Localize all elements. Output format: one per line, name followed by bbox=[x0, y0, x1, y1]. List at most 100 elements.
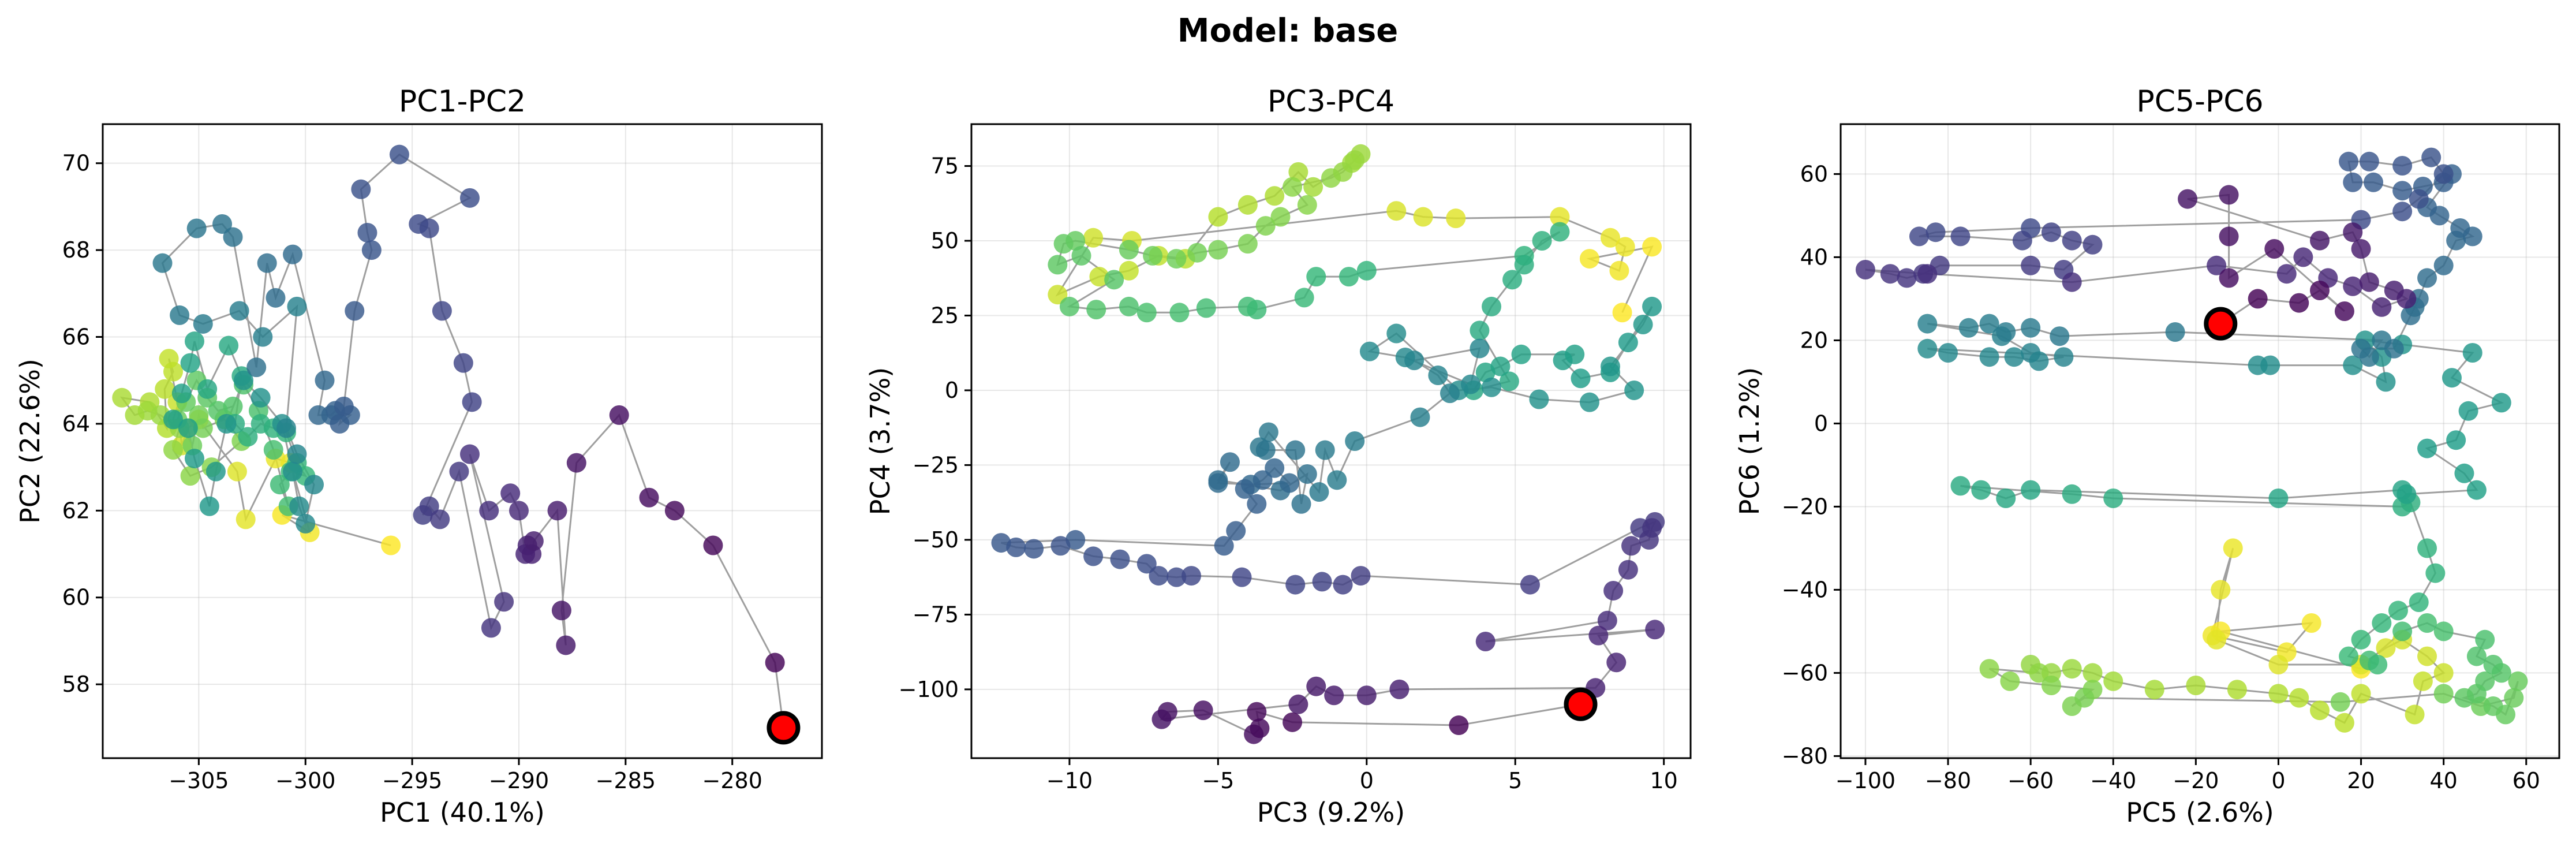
y-tick-label: 66 bbox=[62, 325, 90, 350]
data-point bbox=[2219, 268, 2239, 288]
data-point bbox=[2219, 226, 2239, 247]
data-point bbox=[1283, 712, 1303, 732]
data-point bbox=[1351, 566, 1371, 586]
grid bbox=[971, 124, 1691, 758]
y-tick-label: −25 bbox=[913, 452, 959, 478]
y-tick-label: 0 bbox=[945, 378, 959, 403]
data-point bbox=[361, 240, 382, 260]
data-point bbox=[2343, 355, 2363, 375]
y-tick-label: 0 bbox=[1814, 411, 1828, 436]
data-point bbox=[2409, 592, 2429, 612]
data-point bbox=[2351, 684, 2371, 704]
data-point bbox=[2334, 713, 2354, 733]
data-point bbox=[1294, 288, 1314, 308]
data-point bbox=[2021, 343, 2041, 363]
data-point bbox=[199, 496, 219, 516]
data-point bbox=[170, 305, 190, 325]
data-point bbox=[1979, 314, 1999, 334]
data-point bbox=[524, 531, 544, 551]
y-tick-label: 20 bbox=[1800, 327, 1828, 353]
data-point bbox=[1529, 389, 1549, 409]
data-point bbox=[2446, 430, 2466, 450]
data-point bbox=[1579, 249, 1599, 269]
data-point bbox=[2021, 318, 2041, 338]
data-point bbox=[2417, 613, 2437, 633]
data-point bbox=[1386, 323, 1407, 344]
data-point bbox=[1550, 222, 1570, 242]
x-tick-label: 0 bbox=[2271, 768, 2285, 793]
data-point bbox=[430, 509, 450, 529]
data-point bbox=[163, 440, 184, 460]
data-point bbox=[205, 461, 226, 482]
data-point bbox=[2483, 655, 2503, 674]
data-point bbox=[296, 513, 316, 534]
data-point bbox=[2083, 234, 2103, 255]
data-point bbox=[1237, 195, 1258, 215]
data-point bbox=[283, 461, 303, 482]
data-point bbox=[155, 379, 175, 399]
x-tick-label: −80 bbox=[1925, 768, 1971, 793]
data-point bbox=[2062, 230, 2082, 251]
data-point bbox=[1502, 270, 1523, 290]
data-point bbox=[609, 405, 629, 425]
data-point bbox=[1247, 300, 1267, 320]
y-axis-label: PC4 (3.7%) bbox=[865, 367, 896, 516]
data-point bbox=[2289, 293, 2309, 313]
data-point bbox=[1979, 659, 1999, 679]
data-point bbox=[509, 501, 529, 521]
y-tick-label: −60 bbox=[1782, 660, 1828, 685]
data-point bbox=[2330, 692, 2350, 712]
x-tick-label: −295 bbox=[382, 768, 442, 793]
data-point bbox=[2421, 147, 2442, 167]
data-point bbox=[1291, 494, 1311, 514]
data-point bbox=[1579, 392, 1599, 412]
x-tick-label: 60 bbox=[2513, 768, 2540, 793]
data-point bbox=[2062, 272, 2082, 292]
data-point bbox=[432, 301, 452, 321]
data-point bbox=[263, 440, 283, 460]
y-tick-label: −100 bbox=[899, 677, 959, 702]
data-point bbox=[223, 396, 243, 416]
y-axis-label: PC2 (22.6%) bbox=[14, 359, 46, 524]
data-point bbox=[1979, 347, 1999, 367]
x-tick-label: −100 bbox=[1835, 768, 1895, 793]
data-point bbox=[1297, 464, 1317, 484]
data-point bbox=[1571, 368, 1591, 389]
data-point bbox=[2462, 343, 2482, 363]
data-point bbox=[1482, 296, 1502, 316]
data-point bbox=[2310, 281, 2330, 300]
data-point bbox=[2227, 680, 2247, 700]
data-point bbox=[2334, 301, 2354, 321]
data-point bbox=[1086, 300, 1106, 320]
data-point bbox=[2054, 347, 2074, 367]
data-point bbox=[2186, 676, 2206, 695]
data-point bbox=[1119, 296, 1139, 316]
data-point bbox=[639, 487, 659, 508]
data-point bbox=[2433, 621, 2454, 642]
data-point bbox=[2165, 322, 2185, 342]
data-point bbox=[1428, 366, 1448, 386]
data-point bbox=[1996, 322, 2016, 342]
data-point bbox=[1220, 452, 1240, 472]
data-point bbox=[1143, 245, 1163, 266]
data-point bbox=[1089, 267, 1109, 287]
data-point bbox=[219, 335, 239, 356]
x-axis-label: PC3 (9.2%) bbox=[1257, 797, 1405, 828]
data-point bbox=[481, 618, 501, 638]
data-point bbox=[2207, 629, 2227, 650]
data-point bbox=[2276, 264, 2297, 284]
data-point bbox=[1633, 315, 1653, 335]
data-point bbox=[2359, 151, 2379, 171]
data-point bbox=[270, 475, 290, 495]
data-point bbox=[1511, 344, 1531, 364]
data-point bbox=[184, 331, 204, 352]
data-point bbox=[1520, 575, 1540, 595]
data-point bbox=[1136, 303, 1157, 323]
data-point bbox=[1446, 208, 1466, 229]
data-point bbox=[566, 453, 586, 473]
axes-frame bbox=[1840, 123, 2560, 759]
data-point bbox=[2409, 189, 2429, 209]
data-point bbox=[2433, 684, 2454, 704]
start-point-marker bbox=[1564, 687, 1598, 721]
data-point bbox=[1321, 168, 1341, 188]
